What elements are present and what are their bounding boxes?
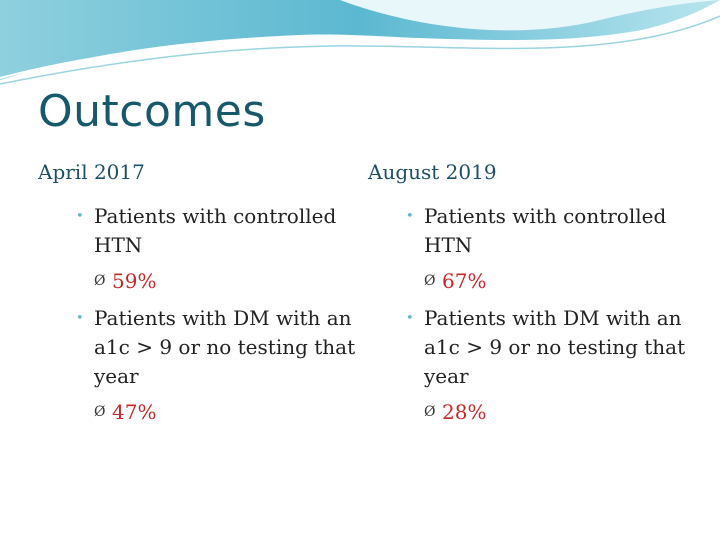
list-item: • Patients with DM with an a1c > 9 or no…: [368, 304, 688, 391]
bullet-icon: •: [76, 311, 84, 326]
column-heading: April 2017: [38, 160, 145, 184]
bullet-icon: •: [76, 209, 84, 224]
bullet-icon: •: [406, 209, 414, 224]
column-heading: August 2019: [368, 160, 497, 184]
item-value: Ø 59%: [38, 268, 358, 294]
arrow-bullet-icon: Ø: [94, 404, 106, 420]
item-text: Patients with DM with an a1c > 9 or no t…: [424, 306, 686, 388]
item-text: Patients with DM with an a1c > 9 or no t…: [94, 306, 356, 388]
column-april-2017: April 2017 • Patients with controlled HT…: [38, 158, 358, 435]
arrow-bullet-icon: Ø: [94, 273, 106, 289]
list-item: • Patients with controlled HTN: [368, 202, 688, 260]
column-august-2019: August 2019 • Patients with controlled H…: [368, 158, 688, 435]
item-value: Ø 47%: [38, 399, 358, 425]
item-value: Ø 28%: [368, 399, 688, 425]
value-text: 67%: [442, 269, 487, 293]
arrow-bullet-icon: Ø: [424, 404, 436, 420]
list-item: • Patients with controlled HTN: [38, 202, 358, 260]
slide-title: Outcomes: [38, 86, 266, 137]
arrow-bullet-icon: Ø: [424, 273, 436, 289]
list-item: • Patients with DM with an a1c > 9 or no…: [38, 304, 358, 391]
value-text: 59%: [112, 269, 157, 293]
item-value: Ø 67%: [368, 268, 688, 294]
header-wave-decoration: [0, 0, 720, 85]
value-text: 28%: [442, 400, 487, 424]
item-text: Patients with controlled HTN: [94, 204, 337, 257]
item-text: Patients with controlled HTN: [424, 204, 667, 257]
bullet-icon: •: [406, 311, 414, 326]
value-text: 47%: [112, 400, 157, 424]
